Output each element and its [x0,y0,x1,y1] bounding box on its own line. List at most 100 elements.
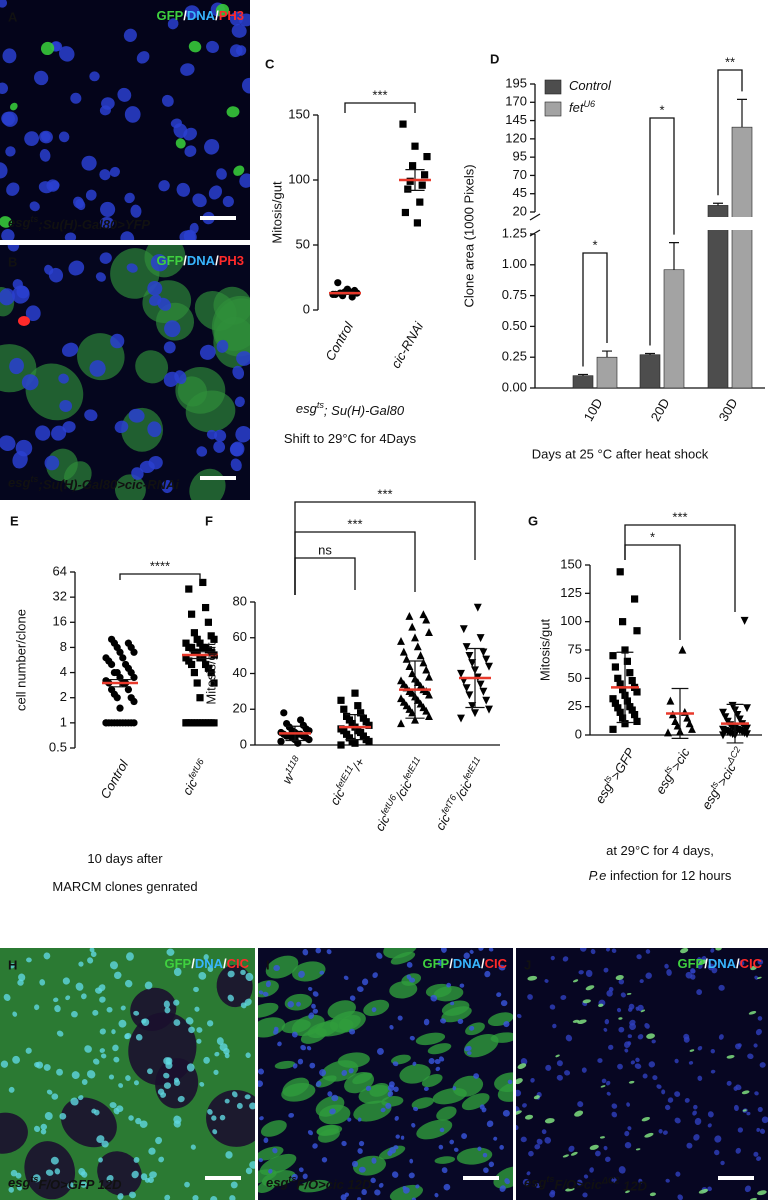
cell [240,1002,247,1009]
cell [9,357,24,375]
cell [78,1095,84,1101]
cell [387,1091,394,1097]
bar [572,375,594,389]
data-point [609,725,617,733]
cell [6,182,20,196]
cell [697,963,703,969]
significance-label: * [650,529,655,544]
cell [80,993,87,1000]
cell [258,1179,277,1193]
text-part: / [215,253,219,268]
cell [148,1147,156,1155]
y-tick-label: 120 [505,130,527,145]
cell [128,1012,197,1086]
data-point [190,668,198,677]
y-tick-label: 0.75 [502,287,527,302]
cell [196,1038,202,1044]
cell [292,1063,298,1069]
cell [39,979,46,986]
cell [9,963,15,969]
cell [126,263,138,273]
data-point [399,647,408,656]
cell [106,1175,114,1183]
text-part: ts [30,1174,38,1184]
cell [2,48,17,64]
cell [224,1098,230,1104]
cell [265,980,271,988]
data-point [719,725,727,734]
cell [747,1053,754,1060]
text-part: GFP [157,253,184,268]
text-part: / [704,956,708,971]
y-tick-label: 2 [60,689,67,704]
cell [249,1102,255,1110]
text-part: F/O>GFP 12D [39,1177,123,1192]
cell [498,964,506,971]
panel-letter: E [10,513,19,528]
cell [92,1058,100,1065]
cell [133,1010,140,1016]
cell [258,1002,279,1018]
cell [353,1100,392,1122]
cell [140,1173,148,1181]
cell [124,1033,130,1040]
y-tick-label: 64 [53,563,67,578]
cell [562,956,569,962]
cell [603,1027,608,1032]
data-point [485,705,493,714]
cell [582,999,591,1004]
cell [577,1019,587,1024]
cell [522,1178,530,1186]
cell [562,1154,569,1158]
data-point [678,645,687,654]
cell [605,1080,611,1086]
text-part: cic [180,776,201,798]
cell [486,1120,494,1128]
cell [7,245,20,252]
data-point [619,714,627,722]
panel-letter: B [8,254,17,269]
cell [453,1147,459,1152]
y-tick-label: 195 [505,75,527,90]
cell [481,1107,487,1113]
cell [235,425,250,443]
channel-legend: GFP/DNA/CIC [422,956,507,971]
cell [568,1145,575,1153]
cell [683,1033,690,1040]
cell [192,193,207,208]
cell [526,1171,531,1176]
cell [39,148,51,162]
cell [120,1005,126,1011]
cell [0,162,8,179]
cell [160,1092,167,1098]
cell [579,948,587,952]
cell [483,1167,489,1173]
cell [666,969,672,976]
cell [585,985,595,991]
cell [504,1178,510,1185]
data-point [628,677,636,685]
data-point [204,664,212,672]
cell [40,1128,47,1135]
text-part: CIC [740,956,763,971]
cell [258,990,264,995]
cell [467,1051,472,1056]
cell [714,1149,720,1156]
cell [40,1123,48,1131]
cell [175,138,186,149]
data-point [413,642,422,651]
text-part: 10 days after [87,851,163,866]
cell [129,1191,137,1199]
cell [26,957,32,963]
cell [589,1144,599,1150]
panel-letter: G [528,513,538,528]
y-tick-label: 145 [505,112,527,127]
cell [281,1019,311,1034]
cell [133,1080,139,1086]
genotype-caption: esgtsF/O>cicΔC2 12D [524,1174,648,1194]
cell [133,1157,140,1163]
cell [214,1051,220,1057]
cell [341,1069,348,1076]
cell [196,1027,203,1033]
cell [428,1058,435,1065]
